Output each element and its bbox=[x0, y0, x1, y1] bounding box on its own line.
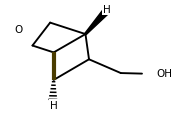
Text: OH: OH bbox=[156, 68, 172, 78]
Text: H: H bbox=[50, 100, 57, 110]
Text: H: H bbox=[103, 5, 111, 15]
Text: O: O bbox=[14, 25, 22, 35]
Polygon shape bbox=[85, 11, 109, 35]
